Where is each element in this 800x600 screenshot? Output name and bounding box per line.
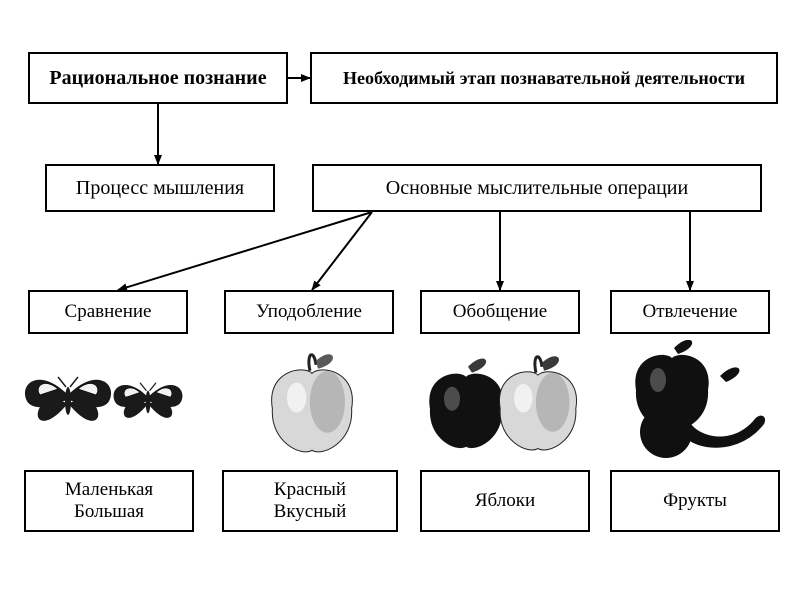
box-label: Красный Вкусный	[274, 479, 347, 523]
illustration-fruit-group	[608, 340, 788, 462]
box-label: Яблоки	[475, 490, 535, 512]
diagram-stage: Рациональное познание Необходимый этап п…	[0, 0, 800, 600]
illustration-butterflies	[22, 344, 202, 462]
box-label: Сравнение	[65, 301, 152, 323]
box-abstraction: Отвлечение	[610, 290, 770, 334]
box-necessary-stage: Необходимый этап познавательной деятельн…	[310, 52, 778, 104]
box-label: Фрукты	[663, 490, 727, 512]
box-main-operations: Основные мыслительные операции	[312, 164, 762, 212]
box-label: Обобщение	[453, 301, 547, 323]
box-example-fruits: Фрукты	[610, 470, 780, 532]
box-thinking-process: Процесс мышления	[45, 164, 275, 212]
box-label: Необходимый этап познавательной деятельн…	[343, 68, 745, 89]
box-label: Уподобление	[256, 301, 362, 323]
box-label: Отвлечение	[643, 301, 738, 323]
illustration-two-apples	[416, 340, 596, 462]
box-label: Рациональное познание	[49, 67, 266, 90]
box-comparison: Сравнение	[28, 290, 188, 334]
box-rational-cognition: Рациональное познание	[28, 52, 288, 104]
illustration-apple	[252, 340, 372, 462]
box-example-red-tasty: Красный Вкусный	[222, 470, 398, 532]
box-example-small-big: Маленькая Большая	[24, 470, 194, 532]
box-label: Основные мыслительные операции	[386, 177, 688, 200]
box-assimilation: Уподобление	[224, 290, 394, 334]
box-label: Процесс мышления	[76, 177, 244, 200]
box-example-apples: Яблоки	[420, 470, 590, 532]
box-label: Маленькая Большая	[65, 479, 153, 523]
box-generalization: Обобщение	[420, 290, 580, 334]
